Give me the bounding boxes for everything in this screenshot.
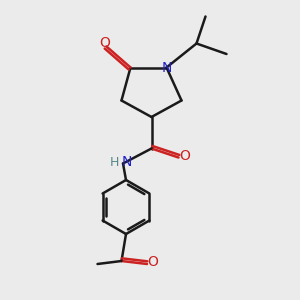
Text: N: N [122,155,132,169]
Text: O: O [179,149,190,163]
Text: O: O [100,36,110,50]
Text: H: H [109,155,119,169]
Text: O: O [147,256,158,269]
Text: N: N [161,61,172,74]
